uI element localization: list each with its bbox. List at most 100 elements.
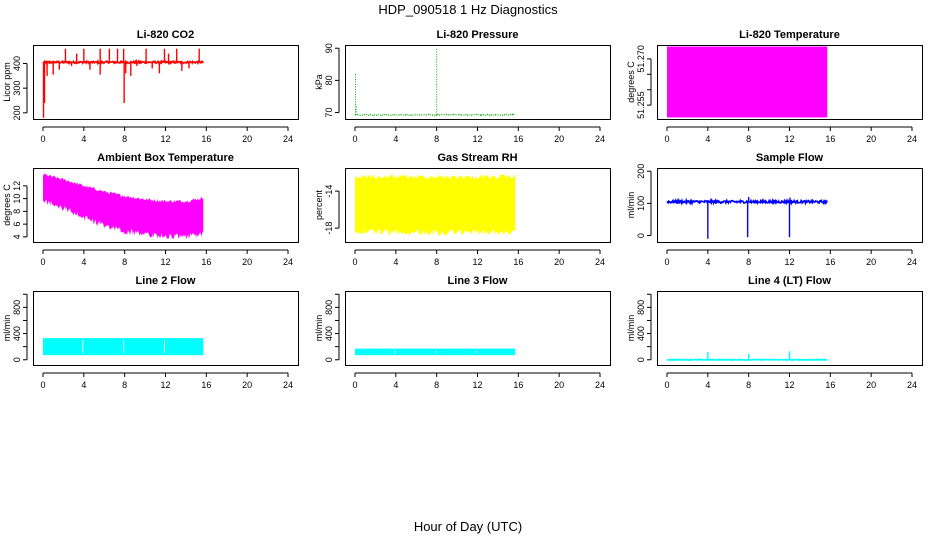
x-tick-label: 16 bbox=[201, 257, 211, 267]
panel-ambient-box-temperature: Ambient Box Temperature degrees C 0 4 8 12 16 2… bbox=[2, 152, 299, 267]
y-tick-label: 80 bbox=[324, 75, 334, 85]
y-tick-label: 0 bbox=[636, 357, 646, 362]
plot-box bbox=[345, 45, 611, 120]
y-axis: 0 400 800 bbox=[12, 293, 28, 362]
x-tick-label: 0 bbox=[352, 257, 357, 267]
panel-title: Li-820 CO2 bbox=[137, 29, 194, 41]
x-tick-label: 8 bbox=[122, 257, 127, 267]
x-tick-label: 0 bbox=[664, 257, 669, 267]
plot-box bbox=[657, 168, 923, 243]
x-axis: 0 4 8 12 16 20 24 bbox=[40, 126, 293, 144]
x-tick-label: 12 bbox=[160, 257, 170, 267]
x-axis: 0 4 8 12 16 20 24 bbox=[40, 372, 293, 390]
x-tick-label: 0 bbox=[40, 257, 45, 267]
x-tick-label: 0 bbox=[664, 134, 669, 144]
y-axis-label: ml/min bbox=[626, 315, 636, 342]
y-axis-label: ml/min bbox=[314, 315, 324, 342]
x-tick-label: 24 bbox=[595, 380, 605, 390]
x-tick-label: 16 bbox=[201, 380, 211, 390]
x-axis: 0 4 8 12 16 20 24 bbox=[664, 372, 917, 390]
x-tick-label: 12 bbox=[160, 134, 170, 144]
x-tick-label: 8 bbox=[434, 257, 439, 267]
x-tick-label: 0 bbox=[40, 380, 45, 390]
x-tick-label: 12 bbox=[784, 380, 794, 390]
x-tick-label: 4 bbox=[81, 380, 86, 390]
y-tick-label: 800 bbox=[12, 300, 22, 315]
y-tick-label: -14 bbox=[324, 185, 334, 198]
x-tick-label: 24 bbox=[595, 257, 605, 267]
y-tick-label: 400 bbox=[636, 326, 646, 341]
y-axis: 4 6 8 10 12 bbox=[12, 181, 28, 239]
y-tick-label: 400 bbox=[12, 326, 22, 341]
x-axis: 0 4 8 12 16 20 24 bbox=[352, 249, 605, 267]
panel-li-820-pressure: Li-820 Pressure kPa 0 4 8 12 16 20 24 70 80 90 bbox=[314, 29, 611, 144]
x-tick-label: 20 bbox=[242, 257, 252, 267]
y-tick-label: 200 bbox=[12, 105, 22, 120]
x-tick-label: 16 bbox=[513, 380, 523, 390]
y-axis: 0 400 800 bbox=[636, 293, 652, 362]
y-axis-label: degrees C bbox=[626, 61, 636, 103]
y-tick-label: 12 bbox=[12, 181, 22, 191]
x-axis: 0 4 8 12 16 20 24 bbox=[352, 372, 605, 390]
x-tick-label: 12 bbox=[160, 380, 170, 390]
x-tick-label: 0 bbox=[352, 134, 357, 144]
x-tick-label: 16 bbox=[201, 134, 211, 144]
panel-sample-flow: Sample Flow ml/min 0 4 8 12 16 20 24 0 100 200 bbox=[626, 152, 923, 267]
panel-title: Line 3 Flow bbox=[448, 275, 508, 287]
y-tick-label: 0 bbox=[636, 233, 646, 238]
data-envelope bbox=[43, 173, 204, 240]
x-tick-label: 24 bbox=[283, 257, 293, 267]
x-tick-label: 20 bbox=[554, 380, 564, 390]
plot-box bbox=[345, 168, 611, 243]
y-tick-label: 6 bbox=[12, 222, 22, 227]
x-tick-label: 20 bbox=[242, 380, 252, 390]
x-tick-label: 16 bbox=[513, 134, 523, 144]
x-tick-label: 12 bbox=[472, 134, 482, 144]
y-tick-label: 800 bbox=[324, 300, 334, 315]
x-tick-label: 8 bbox=[434, 134, 439, 144]
y-axis-label: ml/min bbox=[2, 315, 12, 342]
y-tick-label: 51.270 bbox=[636, 45, 646, 73]
x-tick-label: 16 bbox=[825, 134, 835, 144]
panel-li-820-temperature: Li-820 Temperature degrees C 0 4 8 12 16 20 24 51… bbox=[626, 29, 923, 144]
plot-box bbox=[657, 45, 923, 120]
x-axis: 0 4 8 12 16 20 24 bbox=[40, 249, 293, 267]
data-line bbox=[354, 113, 516, 117]
y-tick-label: 51.255 bbox=[636, 91, 646, 119]
y-axis-label: kPa bbox=[314, 74, 324, 90]
plot-box bbox=[33, 45, 299, 120]
y-tick-label: 70 bbox=[324, 108, 334, 118]
plot-box bbox=[657, 291, 923, 366]
data-line bbox=[666, 358, 828, 362]
x-tick-label: 16 bbox=[513, 257, 523, 267]
x-axis: 0 4 8 12 16 20 24 bbox=[664, 126, 917, 144]
x-tick-label: 0 bbox=[664, 380, 669, 390]
x-tick-label: 4 bbox=[81, 257, 86, 267]
y-axis-label: ml/min bbox=[626, 192, 636, 219]
x-tick-label: 24 bbox=[595, 134, 605, 144]
panel-line-4-lt-flow: Line 4 (LT) Flow ml/min 0 4 8 12 16 20 24 0 400 800 bbox=[626, 275, 923, 390]
x-tick-label: 4 bbox=[705, 257, 710, 267]
x-tick-label: 20 bbox=[866, 380, 876, 390]
y-tick-label: 400 bbox=[12, 56, 22, 71]
panel-title: Sample Flow bbox=[756, 152, 824, 164]
x-tick-label: 8 bbox=[122, 380, 127, 390]
y-axis-label: degrees C bbox=[2, 184, 12, 226]
x-tick-label: 4 bbox=[393, 380, 398, 390]
y-axis: -18 -14 bbox=[324, 185, 340, 235]
x-tick-label: 0 bbox=[352, 380, 357, 390]
y-axis: 70 80 90 bbox=[324, 43, 340, 118]
data-band bbox=[43, 338, 204, 356]
x-tick-label: 20 bbox=[866, 257, 876, 267]
x-tick-label: 8 bbox=[746, 380, 751, 390]
x-tick-label: 20 bbox=[554, 134, 564, 144]
panel-title: Line 2 Flow bbox=[136, 275, 196, 287]
series-line-2-flow bbox=[43, 338, 204, 356]
x-tick-label: 4 bbox=[393, 134, 398, 144]
x-tick-label: 8 bbox=[434, 380, 439, 390]
x-axis: 0 4 8 12 16 20 24 bbox=[352, 126, 605, 144]
x-tick-label: 12 bbox=[472, 380, 482, 390]
panel-title: Line 4 (LT) Flow bbox=[748, 275, 831, 287]
x-tick-label: 8 bbox=[122, 134, 127, 144]
